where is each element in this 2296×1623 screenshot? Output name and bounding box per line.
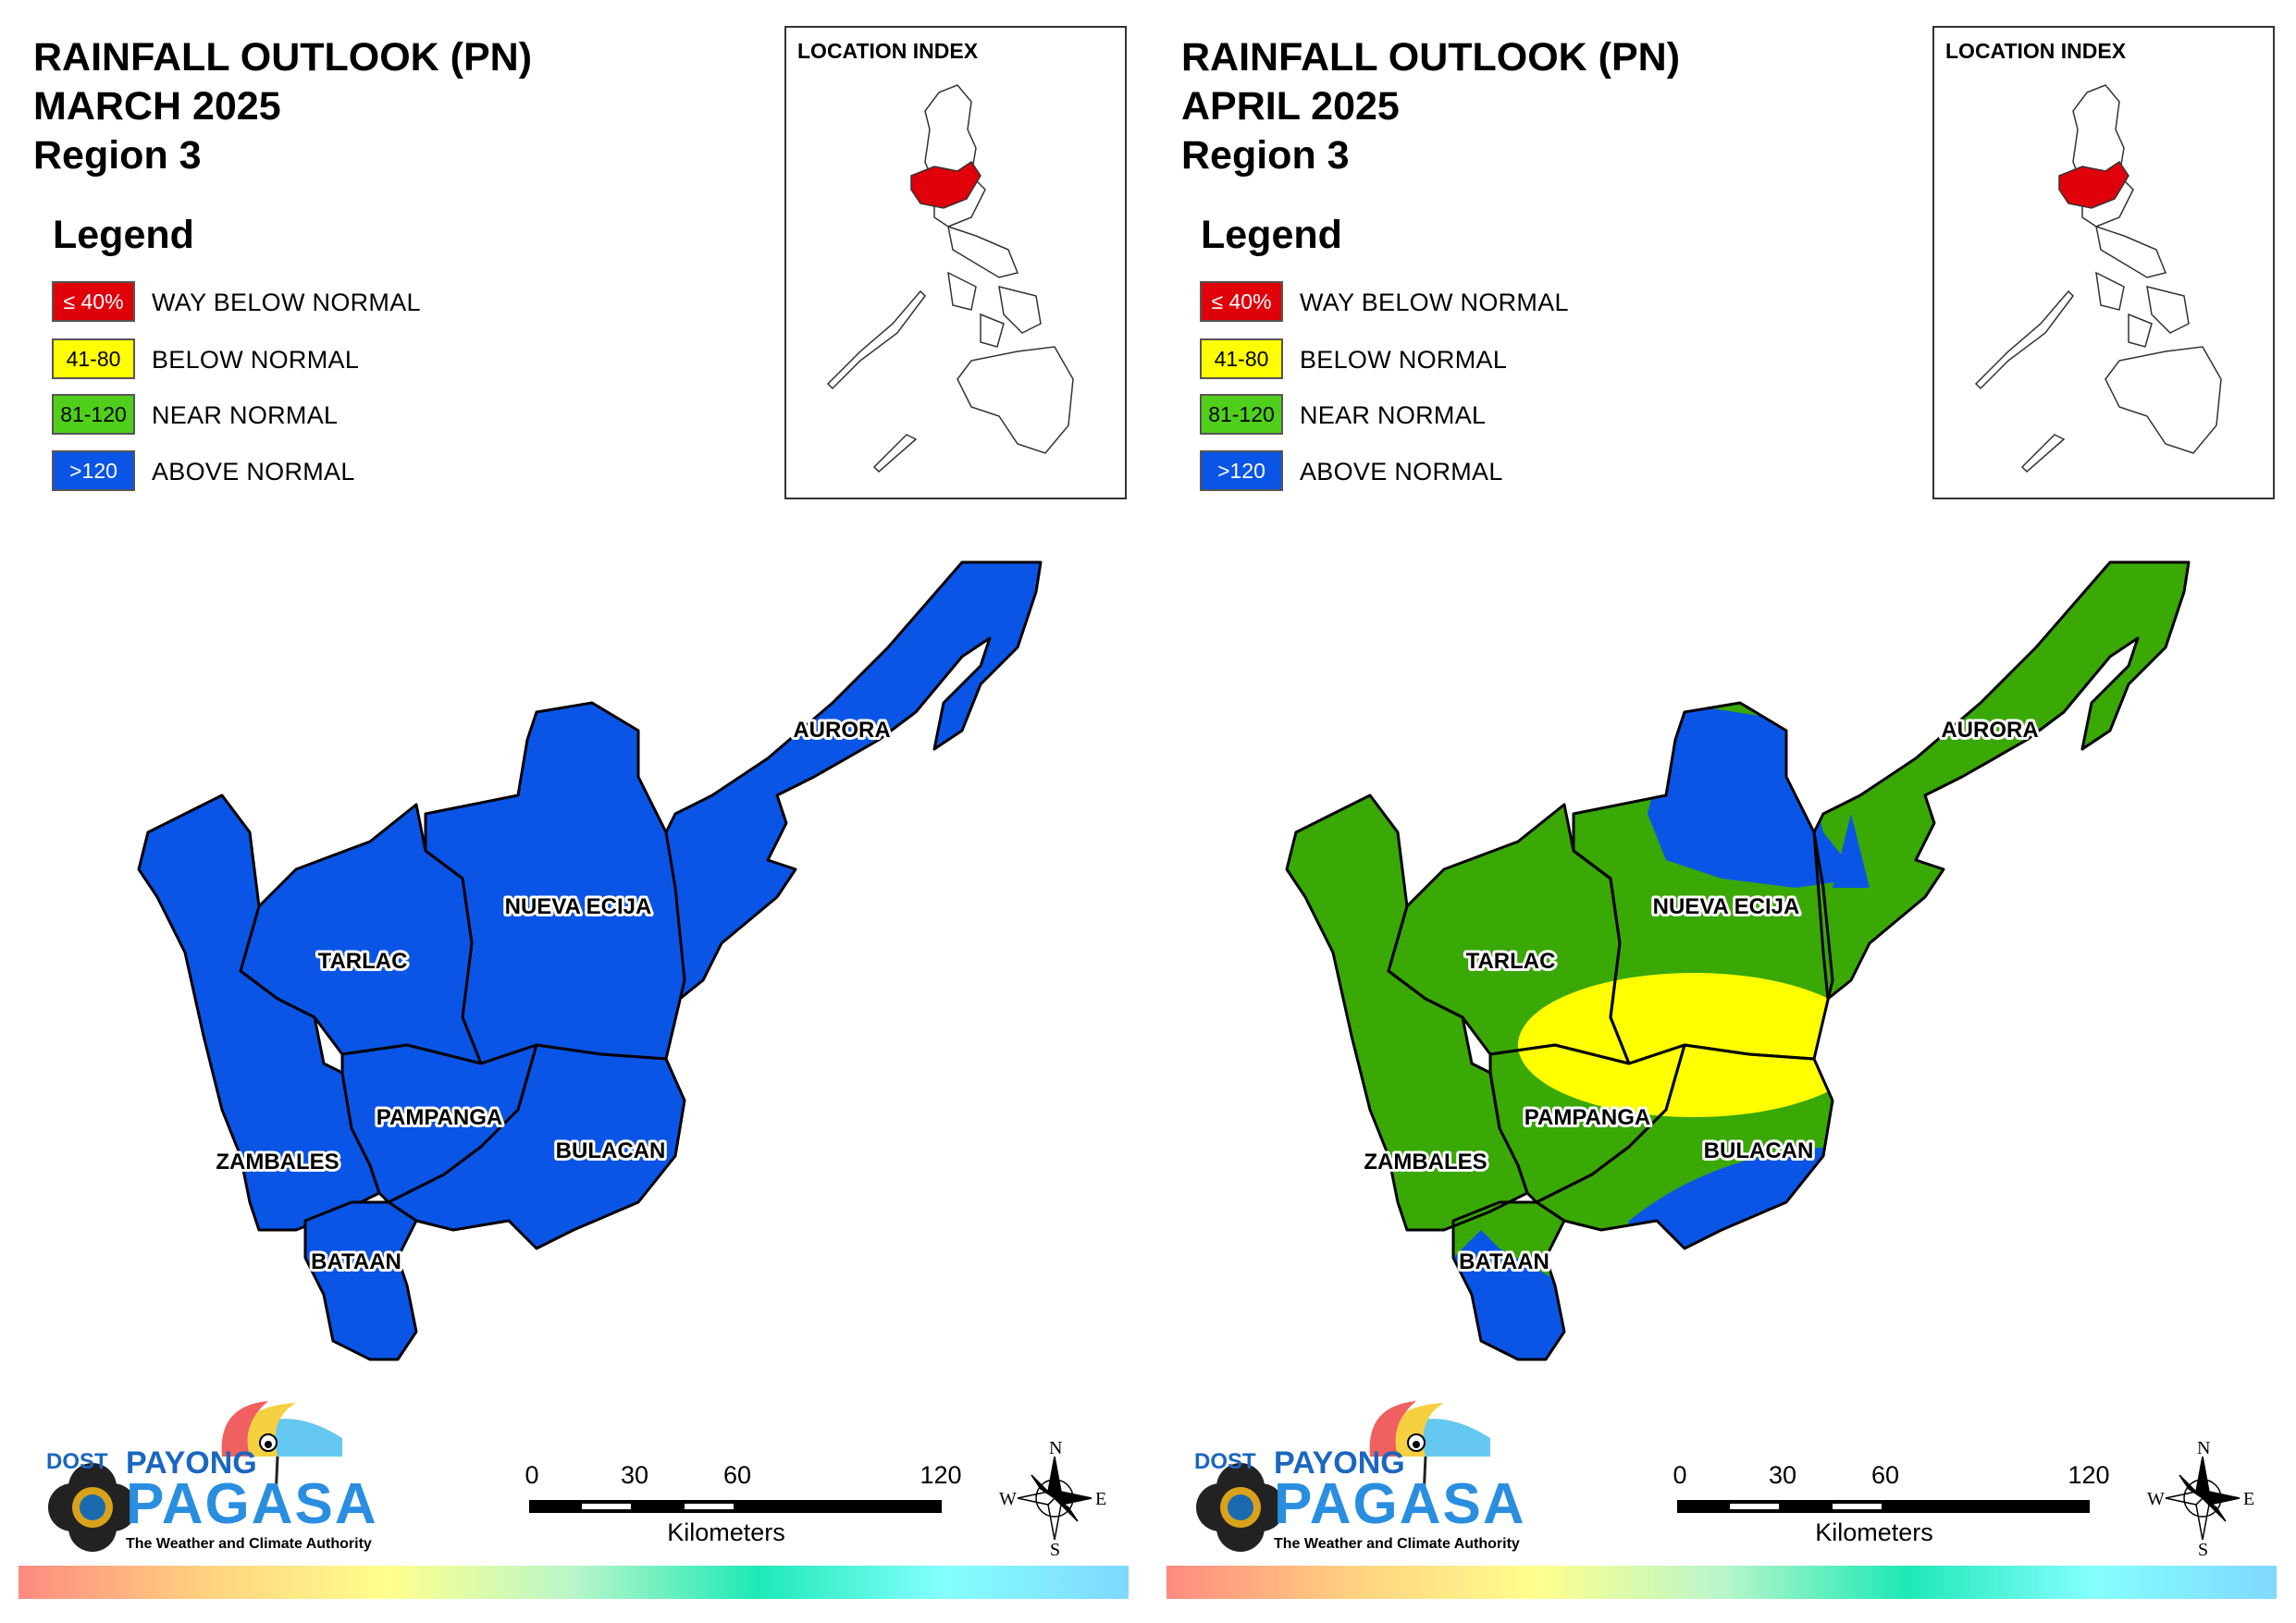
scale-tick: 30: [620, 1461, 649, 1489]
logo-tagline: The Weather and Climate Authority: [126, 1536, 372, 1552]
legend-swatch: 81-120: [1200, 394, 1283, 435]
above-normal-zone-bataan: [1453, 1230, 1583, 1359]
title-line-2: MARCH 2025: [33, 84, 281, 129]
region3-map: AURORA NUEVA ECIJA TARLAC PAMPANGA BULAC…: [137, 560, 1043, 1361]
above-normal-zone-north: [1648, 703, 1860, 888]
compass-e: E: [1095, 1489, 1107, 1509]
label-tarlac: TARLAC: [318, 949, 408, 974]
title-line-1: RAINFALL OUTLOOK (PN): [1181, 35, 1681, 80]
legend-title: Legend: [53, 213, 194, 257]
pagasa-logo: DOST PAYONG PAGASA The Weather and Clima…: [37, 1392, 407, 1563]
legend-label: ABOVE NORMAL: [1300, 458, 1503, 486]
legend-swatch: >120: [52, 450, 135, 491]
location-index-box: LOCATION INDEX: [784, 26, 1127, 499]
legend-label: WAY BELOW NORMAL: [1300, 289, 1569, 316]
compass-w: W: [999, 1489, 1017, 1509]
pagasa-logo: DOST PAYONG PAGASA The Weather and Clima…: [1185, 1392, 1555, 1563]
logo-dost: DOST: [1194, 1449, 1256, 1474]
label-bulacan: BULACAN: [556, 1138, 666, 1163]
legend-swatch: 41-80: [52, 338, 135, 379]
logo-pagasa: PAGASA: [126, 1472, 378, 1536]
legend-swatch: 41-80: [1200, 338, 1283, 379]
panel-april: RAINFALL OUTLOOK (PN) APRIL 2025 Region …: [1148, 0, 2296, 1623]
title-line-2: APRIL 2025: [1181, 84, 1400, 129]
north-arrow: N S E W: [2147, 1438, 2258, 1560]
philippines-inset-map: [1974, 84, 2222, 473]
compass-e: E: [2243, 1489, 2255, 1509]
scale-tick: 0: [525, 1461, 539, 1489]
color-strip: [19, 1566, 1129, 1599]
title-line-3: Region 3: [1181, 133, 1350, 178]
label-pampanga: PAMPANGA: [376, 1105, 502, 1130]
compass-n: N: [2197, 1438, 2211, 1458]
label-nueva-ecija: NUEVA ECIJA: [1653, 894, 1800, 919]
legend-label: BELOW NORMAL: [152, 346, 360, 374]
legend-label: ABOVE NORMAL: [152, 458, 355, 486]
logo-tagline: The Weather and Climate Authority: [1274, 1536, 1520, 1552]
philippines-inset-map: [826, 84, 1074, 473]
scale-bar: 0 30 60 120 Kilometers: [1666, 1461, 2129, 1554]
umbrella-icon: [1196, 1401, 1490, 1552]
label-tarlac: TARLAC: [1466, 949, 1556, 974]
legend-swatch: ≤ 40%: [1200, 281, 1283, 322]
legend-label: NEAR NORMAL: [152, 401, 339, 429]
legend-swatch: 81-120: [52, 394, 135, 435]
title-line-1: RAINFALL OUTLOOK (PN): [33, 35, 533, 80]
location-index-title: LOCATION INDEX: [797, 39, 979, 63]
scale-units: Kilometers: [1815, 1518, 1933, 1546]
label-nueva-ecija: NUEVA ECIJA: [505, 894, 652, 919]
label-bulacan: BULACAN: [1704, 1138, 1814, 1163]
logo-pagasa: PAGASA: [1274, 1472, 1526, 1536]
bataan-province: [303, 1200, 418, 1361]
color-strip: [1167, 1566, 2277, 1599]
north-arrow: N S E W: [999, 1438, 1110, 1560]
label-pampanga: PAMPANGA: [1524, 1105, 1650, 1130]
compass-rose-icon: [1017, 1456, 1092, 1541]
legend-label: BELOW NORMAL: [1300, 346, 1508, 374]
label-aurora: AURORA: [1941, 718, 2038, 743]
compass-w: W: [2147, 1489, 2165, 1509]
label-aurora: AURORA: [793, 718, 890, 743]
label-bataan: BATAAN: [1459, 1249, 1549, 1274]
label-bataan: BATAAN: [311, 1249, 401, 1274]
location-index-title: LOCATION INDEX: [1945, 39, 2127, 63]
legend-label: WAY BELOW NORMAL: [152, 289, 421, 316]
scale-bar-graphic: [529, 1500, 942, 1513]
compass-s: S: [2198, 1540, 2209, 1560]
compass-rose-icon: [2165, 1456, 2240, 1541]
scale-tick: 0: [1673, 1461, 1687, 1489]
scale-bar: 0 30 60 120 Kilometers: [518, 1461, 981, 1554]
bulacan-province: [387, 1043, 686, 1250]
legend-swatch: >120: [1200, 450, 1283, 491]
panel-march: RAINFALL OUTLOOK (PN) MARCH 2025 Region …: [19, 26, 1129, 1599]
compass-n: N: [1049, 1438, 1063, 1458]
logo-payong: PAYONG: [126, 1445, 257, 1481]
logo-payong: PAYONG: [1274, 1445, 1405, 1481]
compass-s: S: [1050, 1540, 1061, 1560]
aurora-province: [664, 560, 1043, 1001]
scale-tick: 60: [722, 1461, 752, 1489]
scale-bar-graphic: [1677, 1500, 2090, 1513]
title-line-3: Region 3: [33, 133, 202, 178]
logo-dost: DOST: [46, 1449, 108, 1474]
map-title: RAINFALL OUTLOOK (PN) APRIL 2025 Region …: [1181, 33, 1680, 180]
legend-label: NEAR NORMAL: [1300, 401, 1487, 429]
location-index-box: LOCATION INDEX: [1932, 26, 2275, 499]
above-normal-zone-aurora: [1833, 814, 1870, 888]
label-zambales: ZAMBALES: [216, 1150, 339, 1174]
scale-tick: 120: [920, 1461, 962, 1489]
scale-tick: 30: [1768, 1461, 1797, 1489]
legend-title: Legend: [1201, 213, 1342, 257]
label-zambales: ZAMBALES: [1364, 1150, 1487, 1174]
map-title: RAINFALL OUTLOOK (PN) MARCH 2025 Region …: [33, 33, 532, 180]
umbrella-icon: [48, 1401, 342, 1552]
scale-units: Kilometers: [667, 1518, 785, 1546]
scale-tick: 60: [1870, 1461, 1900, 1489]
legend-swatch: ≤ 40%: [52, 281, 135, 322]
region3-map: AURORA NUEVA ECIJA TARLAC PAMPANGA BULAC…: [1285, 560, 2191, 1361]
scale-tick: 120: [2068, 1461, 2110, 1489]
